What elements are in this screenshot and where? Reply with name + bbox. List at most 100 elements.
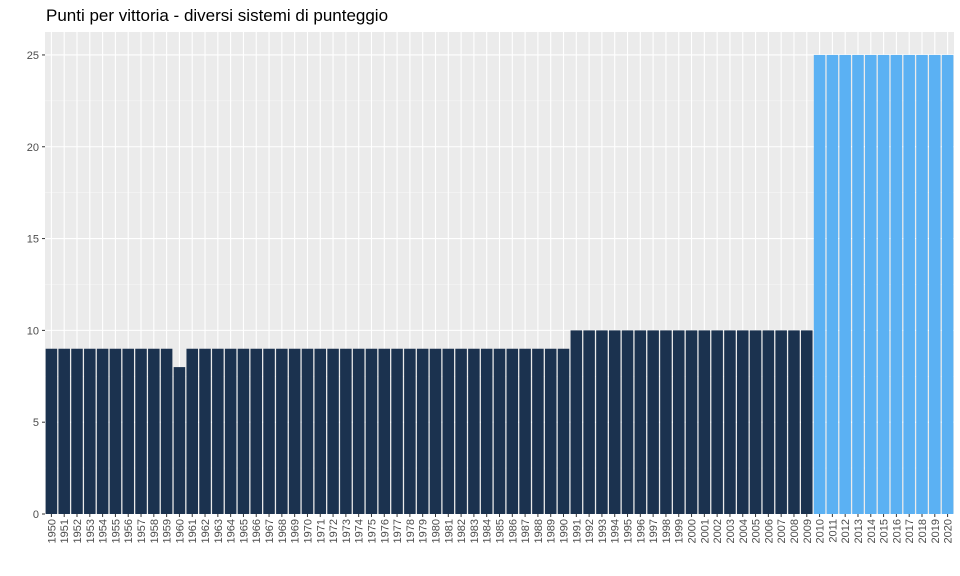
bar-1961 [186, 348, 198, 514]
bar-2010 [813, 54, 826, 514]
bar-1952 [71, 348, 83, 514]
bar-1975 [365, 348, 378, 514]
bar-2015 [877, 54, 890, 514]
bar-1963 [212, 348, 224, 514]
bar-2017 [903, 54, 915, 514]
x-tick-label: 1997 [648, 519, 660, 543]
x-tick-label: 1962 [200, 519, 212, 543]
bar-1972 [327, 348, 339, 514]
bar-2018 [916, 54, 928, 514]
bar-1951 [58, 348, 70, 514]
bar-2016 [890, 54, 903, 514]
bar-1960 [173, 367, 186, 514]
bar-2019 [929, 54, 941, 514]
x-tick-label: 2018 [917, 519, 929, 543]
x-tick-label: 1958 [149, 519, 161, 543]
x-tick-label: 1964 [226, 519, 238, 543]
x-tick-label: 1986 [507, 519, 519, 543]
x-tick-label: 1950 [46, 519, 58, 543]
bar-1964 [224, 348, 237, 514]
bar-1959 [160, 348, 173, 514]
x-tick-label: 2001 [699, 519, 711, 543]
bar-2009 [801, 330, 813, 514]
x-tick-label: 2010 [815, 519, 827, 543]
x-tick-label: 2015 [879, 519, 891, 543]
x-tick-label: 1955 [110, 519, 122, 543]
x-tick-label: 1956 [123, 519, 135, 543]
x-tick-label: 2009 [802, 519, 814, 543]
bar-1995 [621, 330, 634, 514]
bar-1969 [288, 348, 301, 514]
x-tick-label: 1973 [341, 519, 353, 543]
bar-1962 [199, 348, 211, 514]
x-tick-label: 1965 [238, 519, 250, 543]
chart-title: Punti per vittoria - diversi sistemi di … [46, 6, 389, 25]
x-tick-label: 2007 [776, 519, 788, 543]
x-tick-label: 2012 [840, 519, 852, 543]
y-tick-label: 0 [33, 509, 39, 521]
bar-1950 [45, 348, 58, 514]
x-tick-label: 2016 [891, 519, 903, 543]
x-tick-label: 1961 [187, 519, 199, 543]
bar-1985 [493, 348, 506, 514]
bar-1988 [532, 348, 544, 514]
x-tick-label: 1974 [354, 519, 366, 543]
x-tick-label: 1978 [405, 519, 417, 543]
bar-1956 [122, 348, 134, 514]
bar-2004 [736, 330, 749, 514]
bar-2003 [724, 330, 736, 514]
bar-1966 [250, 348, 263, 514]
bar-1967 [263, 348, 275, 514]
x-tick-label: 1985 [495, 519, 507, 543]
x-tick-label: 1957 [136, 519, 148, 543]
x-tick-label: 1990 [559, 519, 571, 543]
x-tick-label: 1960 [174, 519, 186, 543]
bar-1965 [237, 348, 250, 514]
x-tick-label: 2008 [789, 519, 801, 543]
x-tick-label: 1966 [251, 519, 263, 543]
bar-1955 [109, 348, 122, 514]
x-tick-label: 1995 [623, 519, 635, 543]
x-tick-label: 1970 [302, 519, 314, 543]
x-tick-label: 1984 [482, 519, 494, 543]
x-tick-label: 2000 [687, 519, 699, 543]
x-tick-label: 2020 [943, 519, 955, 543]
x-tick-label: 1999 [674, 519, 686, 543]
bar-1973 [340, 348, 352, 514]
bar-1994 [608, 330, 621, 514]
x-tick-label: 1959 [162, 519, 174, 543]
x-tick-label: 2003 [725, 519, 737, 543]
bar-1958 [148, 348, 160, 514]
x-tick-label: 1967 [264, 519, 276, 543]
x-tick-label: 2013 [853, 519, 865, 543]
bar-1976 [378, 348, 391, 514]
bar-2013 [852, 54, 864, 514]
x-tick-label: 2011 [827, 519, 839, 543]
bar-1991 [570, 330, 583, 514]
x-tick-label: 1951 [59, 519, 71, 543]
bar-2007 [775, 330, 787, 514]
bar-2014 [865, 54, 877, 514]
bar-1978 [404, 348, 416, 514]
bar-1983 [468, 348, 480, 514]
x-tick-label: 1987 [520, 519, 532, 543]
x-tick-label: 1992 [584, 519, 596, 543]
x-tick-label: 1979 [418, 519, 430, 543]
x-tick-label: 1972 [328, 519, 340, 543]
x-tick-label: 1954 [98, 519, 110, 543]
bar-1954 [96, 348, 109, 514]
bar-1996 [634, 330, 647, 514]
bar-2001 [698, 330, 711, 514]
bar-2020 [941, 54, 954, 514]
bar-1979 [416, 348, 429, 514]
x-tick-label: 1976 [379, 519, 391, 543]
x-tick-label: 1996 [635, 519, 647, 543]
x-tick-label: 1952 [72, 519, 84, 543]
bar-1987 [519, 348, 531, 514]
x-tick-label: 1969 [290, 519, 302, 543]
bar-2002 [711, 330, 723, 514]
bar-2011 [826, 54, 839, 514]
bar-1997 [647, 330, 659, 514]
bar-1989 [544, 348, 557, 514]
